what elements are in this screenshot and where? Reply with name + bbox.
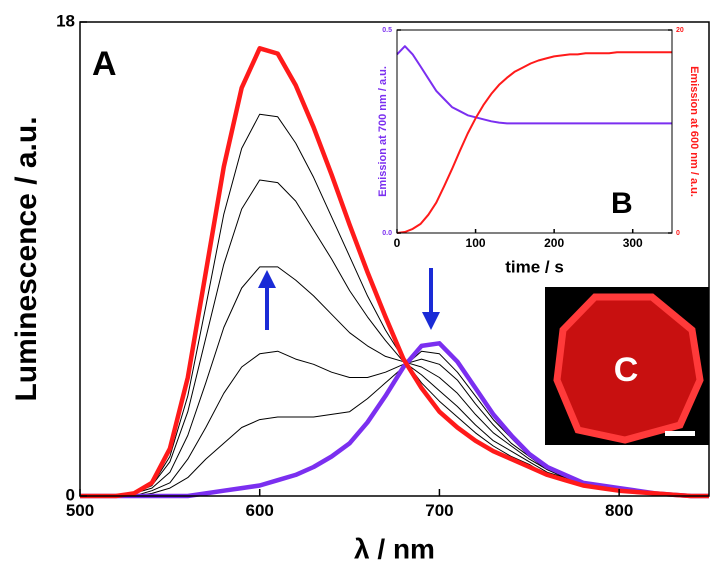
- y-tick-label: 0.5: [382, 27, 392, 34]
- inset-background: [397, 30, 672, 233]
- y-tick-label: 0: [676, 230, 680, 237]
- x-axis-label: time / s: [505, 257, 564, 276]
- x-tick-label: 700: [425, 501, 453, 520]
- down-arrowhead: [422, 312, 440, 330]
- x-tick-label: 100: [466, 236, 486, 250]
- x-tick-label: 200: [544, 236, 564, 250]
- plot-frame: [79, 21, 710, 497]
- y-axis-label: Emission at 700 nm / a.u.: [377, 66, 389, 197]
- series-line: [80, 46, 709, 499]
- series-line: [396, 51, 672, 234]
- arrows: [258, 268, 440, 330]
- photo-octagon: [553, 293, 704, 444]
- y-tick-label: 18: [56, 11, 75, 30]
- y-tick-label: 0: [66, 485, 75, 504]
- panel-label: B: [611, 187, 633, 220]
- x-tick-label: 500: [66, 501, 94, 520]
- series-line: [396, 45, 672, 125]
- y2-axis-label: Emission at 600 nm / a.u.: [688, 66, 700, 197]
- x-tick-label: 0: [394, 236, 401, 250]
- scale-bar: [665, 431, 695, 436]
- plot-frame: [396, 29, 673, 234]
- up-arrowhead: [258, 270, 276, 288]
- panel-label: A: [92, 45, 117, 83]
- photo-label: C: [614, 351, 639, 389]
- photo: C: [545, 287, 709, 445]
- x-axis-label: λ / nm: [354, 533, 435, 564]
- y-axis-label: Luminescence / a.u.: [10, 116, 43, 401]
- x-tick-label: 600: [246, 501, 274, 520]
- inset-plot: 0 100 200 300 0.0 0.5 0 20 time / s Emission at 7…: [377, 27, 700, 277]
- x-tick-label: 800: [605, 501, 633, 520]
- y-tick-label: 0.0: [382, 230, 392, 237]
- x-tick-label: 300: [623, 236, 643, 250]
- main-plot: 500 600 700 800 0 18 λ / nm Luminescence / a.u.…: [10, 11, 710, 564]
- y-tick-label: 20: [676, 27, 684, 34]
